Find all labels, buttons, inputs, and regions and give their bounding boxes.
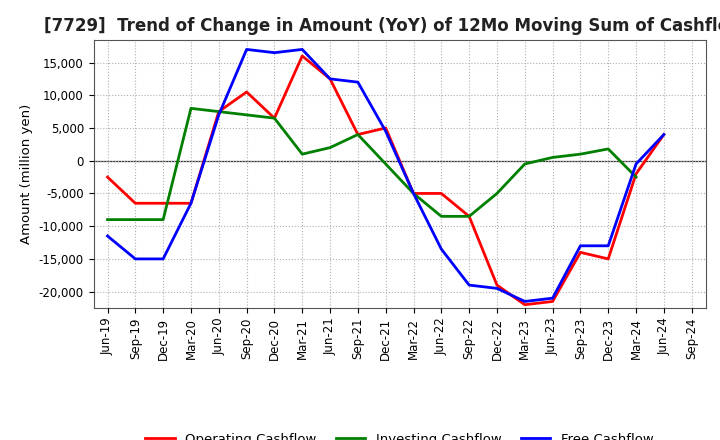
Investing Cashflow [186, 106, 195, 111]
Free Cashflow [604, 243, 613, 249]
Investing Cashflow [298, 151, 307, 157]
Investing Cashflow [521, 161, 529, 167]
Investing Cashflow [576, 151, 585, 157]
Free Cashflow [215, 112, 223, 117]
Operating Cashflow [131, 201, 140, 206]
Operating Cashflow [549, 299, 557, 304]
Operating Cashflow [242, 89, 251, 95]
Line: Operating Cashflow: Operating Cashflow [107, 56, 664, 305]
Operating Cashflow [660, 132, 668, 137]
Investing Cashflow [465, 214, 474, 219]
Free Cashflow [242, 47, 251, 52]
Operating Cashflow [492, 282, 501, 288]
Free Cashflow [186, 201, 195, 206]
Title: [7729]  Trend of Change in Amount (YoY) of 12Mo Moving Sum of Cashflows: [7729] Trend of Change in Amount (YoY) o… [45, 17, 720, 35]
Operating Cashflow [354, 132, 362, 137]
Free Cashflow [298, 47, 307, 52]
Investing Cashflow [354, 132, 362, 137]
Legend: Operating Cashflow, Investing Cashflow, Free Cashflow: Operating Cashflow, Investing Cashflow, … [140, 427, 659, 440]
Investing Cashflow [215, 109, 223, 114]
Investing Cashflow [270, 116, 279, 121]
Operating Cashflow [325, 76, 334, 81]
Free Cashflow [576, 243, 585, 249]
Free Cashflow [159, 256, 168, 261]
Free Cashflow [103, 233, 112, 238]
Free Cashflow [465, 282, 474, 288]
Operating Cashflow [465, 214, 474, 219]
Operating Cashflow [576, 250, 585, 255]
Investing Cashflow [549, 155, 557, 160]
Line: Free Cashflow: Free Cashflow [107, 49, 664, 301]
Investing Cashflow [131, 217, 140, 222]
Investing Cashflow [103, 217, 112, 222]
Investing Cashflow [382, 161, 390, 167]
Operating Cashflow [409, 191, 418, 196]
Operating Cashflow [270, 116, 279, 121]
Free Cashflow [492, 286, 501, 291]
Free Cashflow [325, 76, 334, 81]
Free Cashflow [549, 296, 557, 301]
Free Cashflow [354, 80, 362, 85]
Operating Cashflow [298, 53, 307, 59]
Operating Cashflow [437, 191, 446, 196]
Free Cashflow [270, 50, 279, 55]
Free Cashflow [631, 161, 640, 167]
Operating Cashflow [103, 174, 112, 180]
Operating Cashflow [631, 171, 640, 176]
Operating Cashflow [521, 302, 529, 308]
Investing Cashflow [437, 214, 446, 219]
Y-axis label: Amount (million yen): Amount (million yen) [20, 104, 33, 244]
Investing Cashflow [409, 191, 418, 196]
Operating Cashflow [159, 201, 168, 206]
Line: Investing Cashflow: Investing Cashflow [107, 108, 636, 220]
Investing Cashflow [242, 112, 251, 117]
Free Cashflow [437, 246, 446, 252]
Investing Cashflow [159, 217, 168, 222]
Free Cashflow [382, 128, 390, 134]
Free Cashflow [409, 191, 418, 196]
Investing Cashflow [325, 145, 334, 150]
Free Cashflow [131, 256, 140, 261]
Operating Cashflow [604, 256, 613, 261]
Operating Cashflow [382, 125, 390, 131]
Free Cashflow [521, 299, 529, 304]
Investing Cashflow [604, 146, 613, 151]
Free Cashflow [660, 132, 668, 137]
Investing Cashflow [492, 191, 501, 196]
Operating Cashflow [215, 109, 223, 114]
Investing Cashflow [631, 174, 640, 180]
Operating Cashflow [186, 201, 195, 206]
